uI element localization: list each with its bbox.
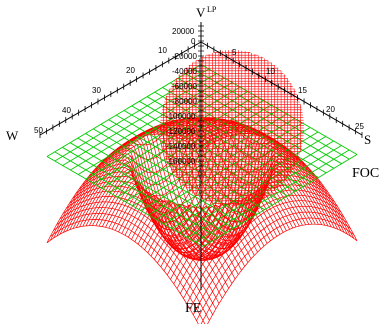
foc-mesh-line — [54, 151, 211, 243]
fe-mesh-line — [85, 163, 242, 271]
w-tick-label: 30 — [92, 86, 101, 95]
fe-mesh-line — [62, 196, 220, 304]
v-tick-label: 20000 — [172, 27, 195, 36]
fe-mesh-line — [173, 174, 329, 285]
fe-surface-lower — [46, 117, 358, 324]
foc-surface — [46, 64, 358, 247]
fe-mesh-line — [72, 180, 230, 289]
fe-mesh-line — [66, 190, 223, 299]
s-tick-label: 15 — [298, 86, 307, 95]
fe-mesh-line — [171, 118, 329, 227]
axes — [39, 22, 363, 290]
fe-mesh-line — [126, 129, 284, 256]
v-tick-label: -40000 — [172, 67, 197, 76]
fe-mesh-line — [207, 223, 358, 324]
v-axis-ticks: 20000 0 -20000 -40000 -60000 -80000 -100… — [166, 27, 197, 166]
s-tick-label: 25 — [355, 122, 364, 131]
s-tick-label: 10 — [266, 67, 275, 76]
v-axis-label-sup: LP — [207, 5, 217, 14]
w-axis-line — [39, 41, 202, 136]
foc-mesh-line — [62, 146, 219, 238]
s-axis-label: S — [364, 132, 371, 147]
fe-mesh-line — [46, 225, 199, 324]
fe-surface-upper — [160, 50, 304, 206]
fe-mesh-line — [56, 207, 213, 315]
foc-mesh-line — [85, 133, 242, 224]
s-tick-label: 5 — [232, 48, 237, 57]
foc-mesh-line — [177, 77, 335, 169]
w-tick-label: 40 — [62, 106, 71, 115]
w-tick-label: 20 — [126, 66, 135, 75]
s-axis-line — [200, 41, 363, 136]
foc-mesh-line — [77, 137, 235, 229]
fe-mesh-line — [143, 121, 300, 236]
v-axis-label: V — [196, 5, 206, 20]
fe-mesh-line — [114, 137, 271, 261]
w-tick-label: 10 — [158, 46, 167, 55]
v-tick-label: -160000 — [166, 157, 196, 166]
fe-mesh-line — [196, 211, 351, 321]
v-tick-label: -120000 — [166, 127, 196, 136]
fe-surface-label: FE — [185, 301, 201, 316]
v-tick-label: -20000 — [172, 52, 197, 61]
foc-mesh-line — [162, 87, 319, 178]
fe-mesh-line — [49, 219, 206, 324]
fe-mesh-line — [200, 217, 355, 324]
fe-mesh-line — [98, 149, 255, 256]
fe-mesh-line — [91, 156, 249, 263]
s-tick-label: 20 — [326, 105, 335, 114]
w-axis-label: W — [6, 128, 19, 143]
foc-mesh-line — [46, 156, 204, 247]
fe-mesh-line — [82, 167, 239, 275]
v-tick-label: -80000 — [172, 97, 197, 106]
foc-mesh-line — [92, 128, 250, 220]
v-tick-label: -100000 — [166, 112, 196, 121]
v-tick-label: -140000 — [166, 142, 196, 151]
w-tick-label: 50 — [34, 126, 43, 135]
fe-mesh-line — [149, 119, 307, 225]
foc-surface-label: FOC — [352, 166, 379, 181]
fe-mesh-line — [146, 120, 303, 230]
fe-mesh-line — [120, 132, 278, 260]
fe-mesh-line — [117, 135, 274, 261]
fe-mesh-line — [53, 213, 210, 321]
fe-mesh-line — [101, 147, 258, 257]
v-tick-label: 0 — [191, 37, 196, 46]
w-axis-ticks: 50 40 30 20 10 — [34, 46, 167, 135]
foc-mesh-line — [69, 142, 227, 234]
s-axis-ticks: 5 10 15 20 25 — [232, 48, 364, 131]
fe-mesh-line — [59, 201, 217, 310]
fe-mesh-line — [69, 185, 226, 294]
v-tick-label: -60000 — [172, 82, 197, 91]
